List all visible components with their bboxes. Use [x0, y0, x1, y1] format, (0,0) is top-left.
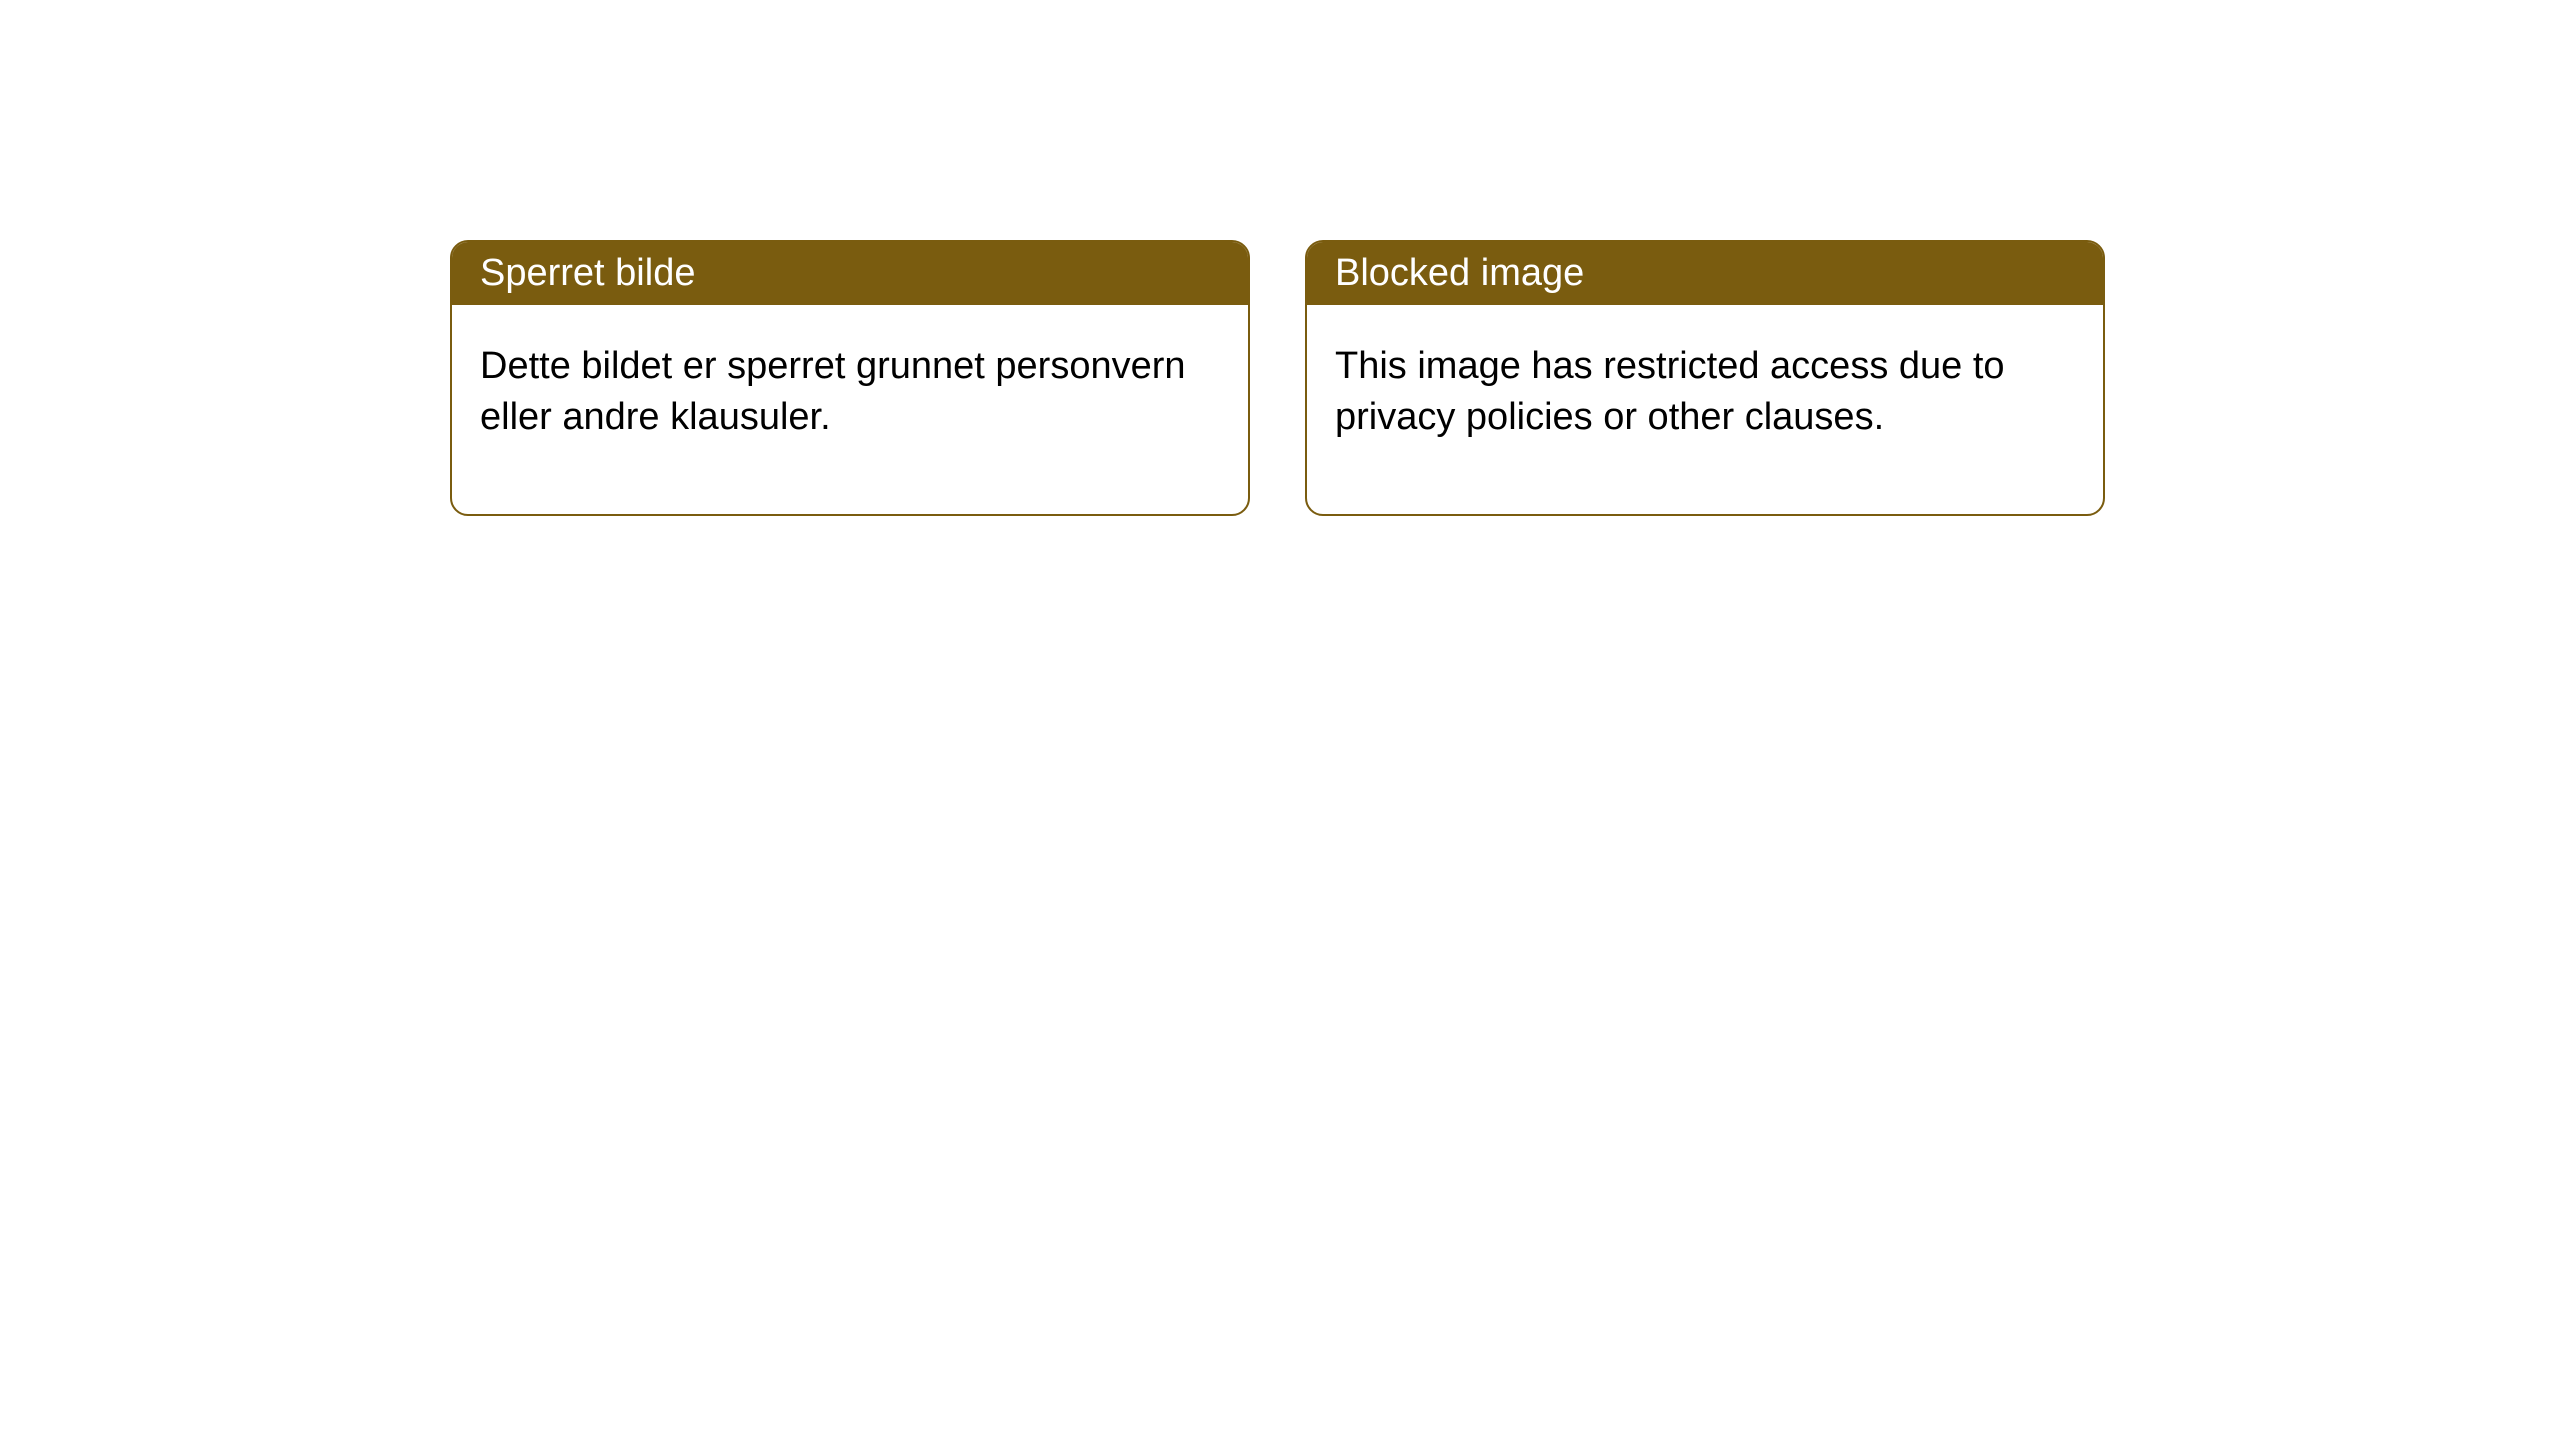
card-title-en: Blocked image [1307, 242, 2103, 305]
blocked-image-card-no: Sperret bilde Dette bildet er sperret gr… [450, 240, 1250, 516]
card-title-no: Sperret bilde [452, 242, 1248, 305]
card-body-no: Dette bildet er sperret grunnet personve… [452, 305, 1248, 514]
cards-container: Sperret bilde Dette bildet er sperret gr… [0, 0, 2560, 516]
card-body-en: This image has restricted access due to … [1307, 305, 2103, 514]
blocked-image-card-en: Blocked image This image has restricted … [1305, 240, 2105, 516]
